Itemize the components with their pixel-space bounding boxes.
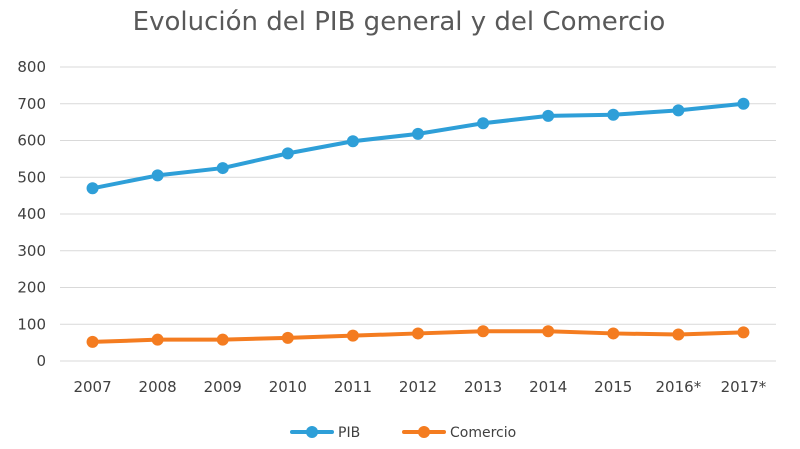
legend-item: PIB: [290, 425, 360, 441]
data-point: [412, 327, 424, 340]
data-point: [412, 127, 424, 140]
data-point: [86, 335, 99, 348]
x-tick-label: 2013: [464, 378, 502, 396]
data-point: [216, 162, 229, 175]
legend-label: Comercio: [450, 425, 516, 441]
y-tick-label: 700: [17, 95, 46, 113]
data-point: [151, 333, 164, 346]
x-tick-label: 2008: [139, 378, 177, 396]
data-point: [542, 109, 555, 122]
x-tick-label: 2017*: [721, 378, 767, 396]
series-line: [90, 101, 746, 191]
legend: PIB Comercio: [290, 425, 516, 441]
gridlines: [60, 66, 776, 362]
x-tick-label: 2011: [334, 378, 372, 396]
y-tick-label: 600: [17, 132, 46, 150]
x-tick-label: 2007: [73, 378, 111, 396]
legend-swatch-marker: [306, 426, 318, 438]
data-point: [151, 169, 164, 182]
y-tick-label: 500: [17, 168, 46, 186]
series-pib: [86, 97, 750, 195]
data-point: [477, 117, 490, 130]
legend-item: Comercio: [402, 425, 516, 441]
y-tick-label: 0: [36, 352, 46, 370]
y-tick-label: 200: [17, 279, 46, 297]
data-point: [607, 108, 620, 121]
data-point: [86, 182, 99, 195]
series-group: [86, 97, 750, 348]
y-tick-label: 100: [17, 315, 46, 333]
y-tick-label: 300: [17, 242, 46, 260]
data-point: [672, 328, 685, 341]
data-point: [216, 333, 229, 346]
x-tick-label: 2014: [529, 378, 567, 396]
data-point: [346, 135, 359, 148]
y-axis-ticks: 0 100 200 300 400 500 600 700 800: [17, 58, 46, 370]
y-tick-label: 800: [17, 58, 46, 76]
data-point: [737, 97, 750, 110]
x-tick-label: 2015: [594, 378, 632, 396]
legend-label: PIB: [338, 425, 360, 441]
x-tick-label: 2012: [399, 378, 437, 396]
data-point: [346, 329, 359, 342]
data-point: [672, 104, 685, 117]
x-tick-label: 2010: [269, 378, 307, 396]
series-comercio: [86, 325, 750, 348]
legend-swatch-marker: [418, 426, 430, 438]
data-point: [281, 147, 294, 160]
data-point: [477, 325, 490, 338]
data-point: [607, 327, 620, 340]
x-tick-label: 2016*: [656, 378, 702, 396]
data-point: [281, 331, 294, 344]
x-tick-label: 2009: [204, 378, 242, 396]
data-point: [542, 325, 555, 338]
x-axis-ticks: 2007 2008 2009 2010 2011 2012 2013 2014 2015 2016…: [73, 378, 766, 396]
data-point: [737, 326, 750, 339]
y-tick-label: 400: [17, 205, 46, 223]
chart-title: Evolución del PIB general y del Comercio: [133, 7, 666, 37]
